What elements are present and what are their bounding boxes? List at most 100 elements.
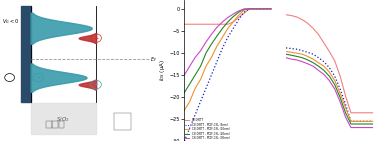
C8-DNTT [182, 23, 187, 25]
C8-DNTT - PDIF-CN₂ (5nm) [220, 48, 225, 49]
Text: +: + [36, 75, 41, 80]
C8-DNTT - PDIF-CN₂ (30nm) [204, 41, 208, 43]
C8-DNTT - PDIF-CN₂ (30nm) [215, 27, 219, 28]
C8-DNTT [253, 8, 257, 10]
C8-DNTT - PDIF-CN₂ (20nm) [225, 21, 230, 23]
C8-DNTT [215, 23, 219, 25]
C8-DNTT - PDIF-CN₂ (20nm) [220, 28, 225, 29]
C8-DNTT - PDIF-CN₂ (20nm) [269, 8, 273, 10]
C8-DNTT - PDIF-CN₂ (20nm) [242, 8, 246, 10]
C8-DNTT - PDIF-CN₂ (10nm) [204, 65, 208, 67]
C8-DNTT [258, 8, 262, 10]
C8-DNTT - PDIF-CN₂ (20nm) [182, 92, 187, 93]
C8-DNTT - PDIF-CN₂ (20nm) [258, 8, 262, 10]
C8-DNTT [225, 23, 230, 25]
C8-DNTT - PDIF-CN₂ (30nm) [193, 56, 197, 58]
C8-DNTT - PDIF-CN₂ (20nm) [253, 8, 257, 10]
Line: C8-DNTT - PDIF-CN₂ (30nm): C8-DNTT - PDIF-CN₂ (30nm) [184, 9, 271, 75]
Line: C8-DNTT: C8-DNTT [184, 9, 271, 24]
C8-DNTT - PDIF-CN₂ (10nm) [263, 8, 268, 10]
C8-DNTT - PDIF-CN₂ (20nm) [247, 8, 252, 10]
C8-DNTT [236, 17, 241, 18]
C8-DNTT - PDIF-CN₂ (20nm) [187, 83, 192, 85]
C8-DNTT [198, 23, 203, 25]
C8-DNTT - PDIF-CN₂ (10nm) [247, 8, 252, 10]
C8-DNTT - PDIF-CN₂ (5nm) [209, 74, 214, 76]
C8-DNTT - PDIF-CN₂ (30nm) [198, 50, 203, 51]
C8-DNTT - PDIF-CN₂ (10nm) [198, 78, 203, 80]
C8-DNTT [193, 23, 197, 25]
C8-DNTT - PDIF-CN₂ (5nm) [258, 8, 262, 10]
C8-DNTT - PDIF-CN₂ (10nm) [182, 109, 187, 111]
C8-DNTT [263, 8, 268, 10]
C8-DNTT - PDIF-CN₂ (5nm) [263, 8, 268, 10]
C8-DNTT - PDIF-CN₂ (5nm) [193, 114, 197, 115]
C8-DNTT - PDIF-CN₂ (5nm) [204, 87, 208, 89]
Line: C8-DNTT - PDIF-CN₂ (5nm): C8-DNTT - PDIF-CN₂ (5nm) [184, 9, 271, 141]
C8-DNTT - PDIF-CN₂ (10nm) [193, 87, 197, 89]
C8-DNTT [242, 12, 246, 14]
C8-DNTT - PDIF-CN₂ (30nm) [182, 74, 187, 76]
Text: +: + [94, 82, 99, 87]
C8-DNTT - PDIF-CN₂ (30nm) [231, 13, 235, 15]
C8-DNTT [187, 23, 192, 25]
C8-DNTT - PDIF-CN₂ (20nm) [209, 43, 214, 45]
Text: −: − [93, 36, 99, 41]
C8-DNTT - PDIF-CN₂ (30nm) [209, 34, 214, 35]
Text: $V_G<0$: $V_G<0$ [2, 17, 19, 26]
Legend: C8-DNTT, C8-DNTT - PDIF-CN₂ (5nm), C8-DNTT - PDIF-CN₂ (10nm), C8-DNTT - PDIF-CN₂: C8-DNTT, C8-DNTT - PDIF-CN₂ (5nm), C8-DN… [185, 118, 229, 140]
C8-DNTT - PDIF-CN₂ (5nm) [215, 61, 219, 63]
Bar [59, 121, 64, 128]
C8-DNTT - PDIF-CN₂ (20nm) [215, 35, 219, 37]
C8-DNTT - PDIF-CN₂ (10nm) [225, 28, 230, 29]
C8-DNTT - PDIF-CN₂ (10nm) [215, 45, 219, 47]
C8-DNTT - PDIF-CN₂ (10nm) [220, 37, 225, 38]
C8-DNTT - PDIF-CN₂ (10nm) [258, 8, 262, 10]
Y-axis label: $I_{DS}$ (μA): $I_{DS}$ (μA) [158, 60, 167, 81]
Bar [21, 6, 31, 102]
C8-DNTT - PDIF-CN₂ (30nm) [220, 21, 225, 23]
C8-DNTT - PDIF-CN₂ (20nm) [236, 12, 241, 13]
Bar [53, 121, 58, 128]
C8-DNTT - PDIF-CN₂ (5nm) [247, 8, 252, 10]
C8-DNTT - PDIF-CN₂ (20nm) [193, 74, 197, 76]
C8-DNTT [209, 23, 214, 25]
C8-DNTT - PDIF-CN₂ (10nm) [187, 101, 192, 102]
C8-DNTT - PDIF-CN₂ (10nm) [236, 15, 241, 16]
C8-DNTT - PDIF-CN₂ (5nm) [231, 28, 235, 29]
C8-DNTT - PDIF-CN₂ (20nm) [231, 16, 235, 18]
C8-DNTT - PDIF-CN₂ (30nm) [247, 8, 252, 10]
C8-DNTT - PDIF-CN₂ (30nm) [236, 10, 241, 12]
C8-DNTT - PDIF-CN₂ (5nm) [182, 140, 187, 141]
Text: $SiO_2$: $SiO_2$ [56, 115, 70, 124]
C8-DNTT - PDIF-CN₂ (20nm) [198, 65, 203, 67]
C8-DNTT - PDIF-CN₂ (30nm) [258, 8, 262, 10]
Line: C8-DNTT - PDIF-CN₂ (10nm): C8-DNTT - PDIF-CN₂ (10nm) [184, 9, 271, 110]
Bar [46, 121, 52, 128]
C8-DNTT - PDIF-CN₂ (5nm) [253, 8, 257, 10]
C8-DNTT - PDIF-CN₂ (30nm) [225, 17, 230, 18]
C8-DNTT [204, 23, 208, 25]
C8-DNTT - PDIF-CN₂ (20nm) [204, 52, 208, 54]
C8-DNTT - PDIF-CN₂ (30nm) [242, 8, 246, 10]
C8-DNTT - PDIF-CN₂ (5nm) [187, 127, 192, 129]
Line: C8-DNTT - PDIF-CN₂ (20nm): C8-DNTT - PDIF-CN₂ (20nm) [184, 9, 271, 92]
C8-DNTT - PDIF-CN₂ (10nm) [242, 9, 246, 11]
C8-DNTT - PDIF-CN₂ (10nm) [253, 8, 257, 10]
C8-DNTT - PDIF-CN₂ (5nm) [225, 37, 230, 38]
C8-DNTT - PDIF-CN₂ (30nm) [263, 8, 268, 10]
C8-DNTT - PDIF-CN₂ (20nm) [263, 8, 268, 10]
Bar [114, 113, 131, 130]
Text: $E_F$: $E_F$ [150, 55, 157, 64]
C8-DNTT [269, 8, 273, 10]
C8-DNTT - PDIF-CN₂ (5nm) [242, 12, 246, 13]
C8-DNTT - PDIF-CN₂ (5nm) [269, 8, 273, 10]
C8-DNTT - PDIF-CN₂ (10nm) [269, 8, 273, 10]
C8-DNTT - PDIF-CN₂ (30nm) [187, 65, 192, 67]
C8-DNTT [220, 23, 225, 25]
C8-DNTT [247, 8, 252, 10]
C8-DNTT - PDIF-CN₂ (30nm) [253, 8, 257, 10]
C8-DNTT - PDIF-CN₂ (10nm) [209, 56, 214, 58]
C8-DNTT [231, 21, 235, 23]
C8-DNTT - PDIF-CN₂ (10nm) [231, 21, 235, 23]
